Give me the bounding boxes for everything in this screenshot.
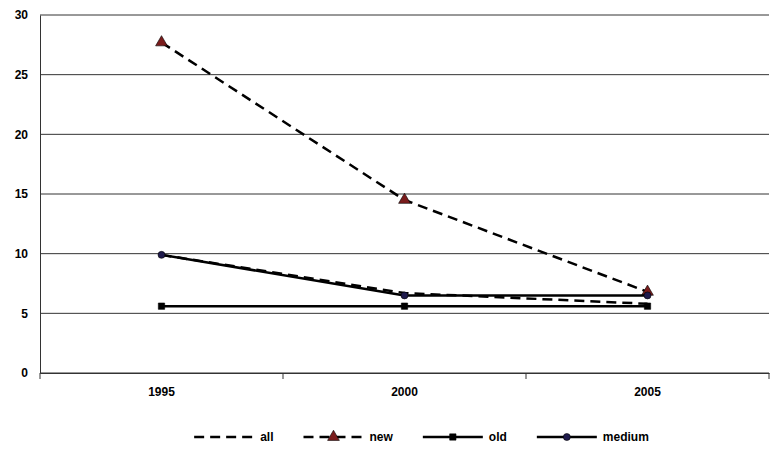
grid-line [40, 134, 769, 135]
grid [40, 15, 769, 373]
grid-line [40, 253, 769, 254]
legend-label: all [260, 430, 273, 444]
legend-item: old [423, 430, 507, 444]
legend-item: new [303, 430, 393, 444]
legend-label: old [489, 430, 507, 444]
x-tick: 2000 [391, 373, 418, 399]
grid-line [40, 373, 769, 374]
series-marker [156, 36, 168, 46]
y-tick: 10 [15, 247, 40, 261]
grid-line [40, 313, 769, 314]
x-tick: 2005 [634, 373, 661, 399]
series-layer [156, 36, 654, 310]
legend-item: all [194, 430, 273, 444]
y-tick-label: 20 [15, 128, 29, 142]
y-tick: 15 [15, 187, 40, 201]
x-tick-label: 2005 [634, 385, 661, 399]
series-marker [401, 292, 408, 299]
legend-label: new [369, 430, 393, 444]
y-tick-label: 10 [15, 247, 29, 261]
x-divider [40, 373, 41, 379]
legend: all new old medium [194, 430, 649, 444]
legend-marker [328, 430, 340, 440]
legend-label: medium [603, 430, 649, 444]
y-axis: 0 5 10 15 20 25 30 [15, 8, 41, 380]
y-tick-label: 0 [21, 366, 28, 380]
series-marker [401, 303, 407, 309]
legend-marker [450, 434, 456, 440]
grid-line [40, 15, 769, 16]
series-marker [399, 193, 411, 203]
y-tick: 30 [15, 8, 40, 22]
y-tick-label: 5 [21, 307, 28, 321]
y-tick-label: 15 [15, 187, 29, 201]
y-tick-label: 30 [15, 8, 29, 22]
x-tick-label: 2000 [391, 385, 418, 399]
x-divider [283, 373, 284, 379]
series-line [162, 42, 648, 291]
plot: 0 5 10 15 20 25 30 1995 2000 2005 [15, 8, 770, 398]
x-tick-label: 1995 [148, 385, 175, 399]
x-divider [769, 373, 770, 379]
y-tick: 25 [15, 68, 40, 82]
x-tick: 1995 [148, 373, 175, 399]
y-tick: 20 [15, 128, 40, 142]
grid-line [40, 74, 769, 75]
legend-item: medium [537, 430, 649, 444]
series-marker [158, 303, 164, 309]
y-axis-line [40, 16, 41, 374]
x-divider [526, 373, 527, 379]
series-line [162, 255, 648, 296]
y-tick: 5 [21, 307, 40, 321]
x-axis-line [41, 373, 770, 374]
legend-line [194, 436, 254, 439]
series-marker [644, 292, 651, 299]
chart: 0 5 10 15 20 25 30 1995 2000 2005 all new old medium [0, 0, 779, 454]
x-axis: 1995 2000 2005 [40, 373, 770, 399]
y-tick-label: 25 [15, 68, 29, 82]
series-marker [158, 251, 165, 258]
y-tick: 0 [21, 366, 40, 380]
series-line [162, 255, 648, 304]
legend-marker [563, 434, 570, 441]
series-marker [644, 303, 650, 309]
